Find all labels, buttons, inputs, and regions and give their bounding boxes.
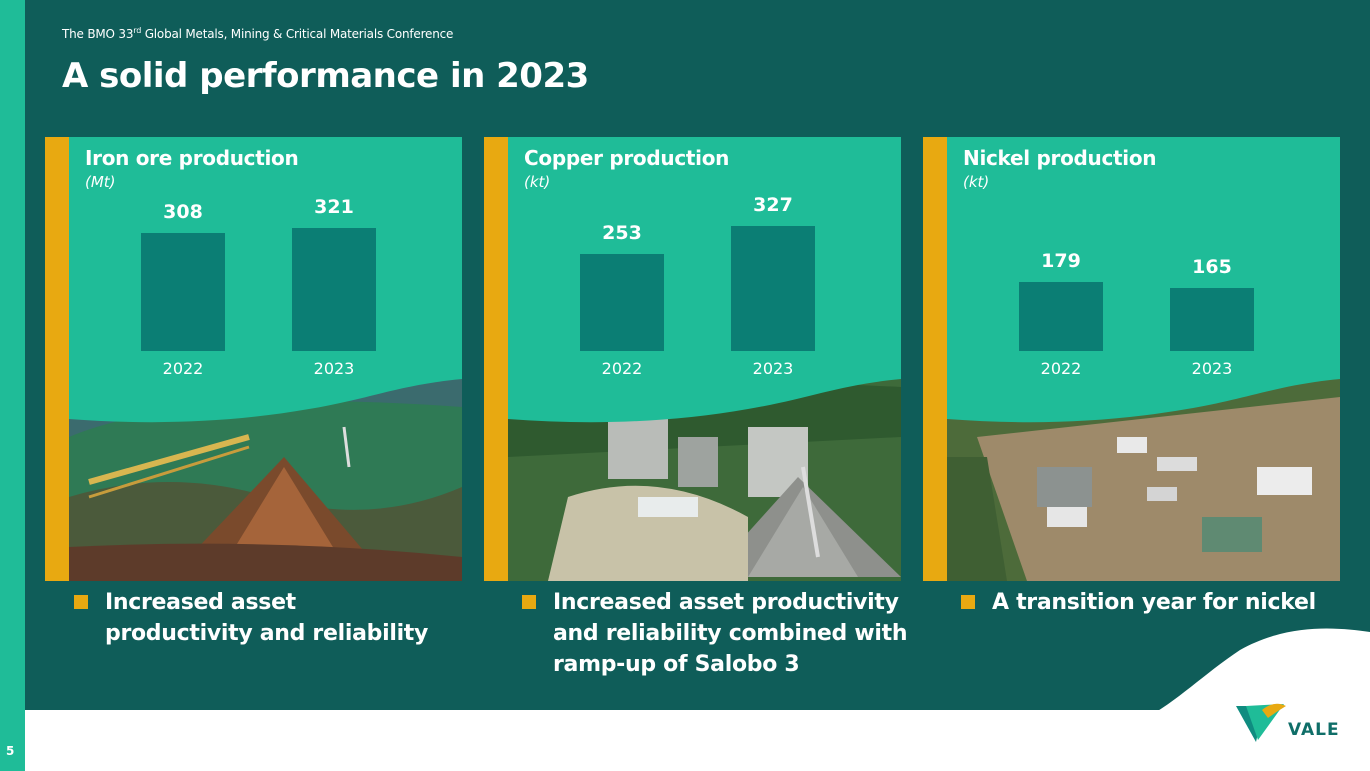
panel-accent-bar [923,137,947,581]
tick-label-2022: 2022 [601,359,643,378]
bar-2023 [1170,288,1254,351]
bullet-text: Increased asset productivity and reliabi… [105,590,429,646]
vale-logo-icon [1236,703,1286,742]
data-label-2022: 253 [602,222,642,244]
vale-logo-text: VALE [1288,720,1340,740]
iron-ore-mine-photo [69,357,462,581]
chart-unit: (kt) [963,173,990,191]
panel-green-area [69,137,462,423]
bullet-square-icon [961,595,975,609]
bullet-text: Increased asset productivity and reliabi… [553,590,908,677]
conference-name: The BMO 33rd Global Metals, Mining & Cri… [62,26,454,41]
bar-2022 [1019,282,1103,351]
chart-title: Iron ore production [85,146,299,170]
bar-2022 [580,254,664,351]
bar-2023 [292,228,376,351]
tick-label-2023: 2023 [313,359,355,378]
panel-green-area [947,137,1340,423]
page-number: 5 [6,744,15,758]
chart-title: Copper production [524,146,730,170]
bullet-square-icon [522,595,536,609]
panel-accent-bar [484,137,508,581]
tick-label-2023: 2023 [1191,359,1233,378]
data-label-2022: 179 [1041,250,1081,272]
tick-label-2023: 2023 [752,359,794,378]
chart-unit: (Mt) [85,173,116,191]
bar-2023 [731,226,815,351]
page-title: A solid performance in 2023 [62,56,589,96]
chart-unit: (kt) [524,173,551,191]
chart-panel-copper: Copper production (kt) 253 327 2022 2023 [484,137,901,581]
data-label-2023: 321 [314,196,354,218]
panel-green-area [508,137,901,423]
bullet-text: A transition year for nickel [992,590,1316,615]
data-label-2023: 327 [753,194,793,216]
chart-panel-nickel: Nickel production (kt) 179 165 2022 2023 [923,137,1340,581]
bar-2022 [141,233,225,351]
panel-accent-bar [45,137,69,581]
tick-label-2022: 2022 [162,359,204,378]
left-accent-stripe [0,0,25,771]
nickel-plant-photo [947,357,1340,581]
data-label-2023: 165 [1192,256,1232,278]
chart-panel-iron-ore: Iron ore production (Mt) 308 321 2022 20… [45,137,462,581]
chart-title: Nickel production [963,146,1157,170]
data-label-2022: 308 [163,201,203,223]
bullet-square-icon [74,595,88,609]
tick-label-2022: 2022 [1040,359,1082,378]
